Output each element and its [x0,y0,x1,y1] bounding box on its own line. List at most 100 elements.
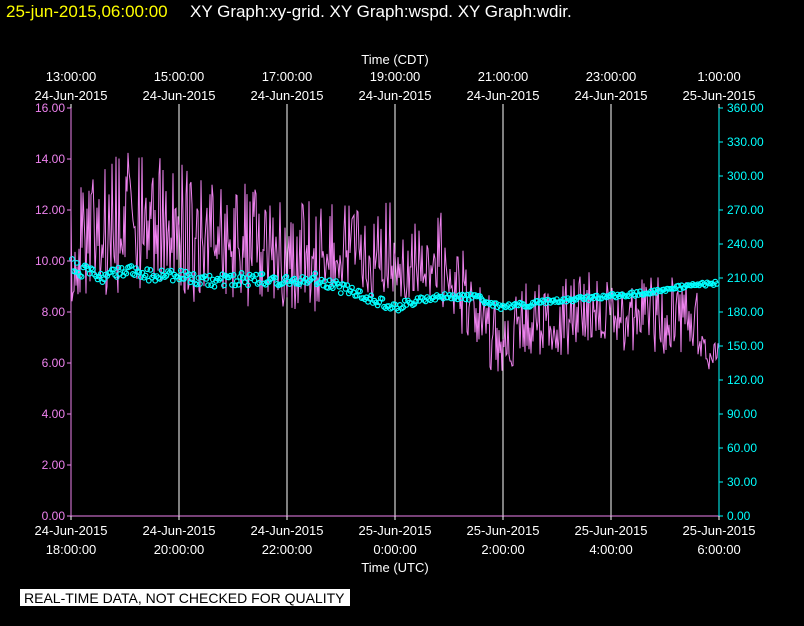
wind-direction-point [78,273,85,280]
wind-direction-point [379,295,386,302]
wind-direction-point [344,282,351,289]
wind-direction-point [318,276,325,283]
right-tick-label: 90.00 [727,407,757,421]
left-tick-label: 10.00 [35,254,65,268]
wind-direction-point [357,288,363,295]
wind-direction-point [69,256,75,262]
right-tick-label: 180.00 [727,305,764,319]
wind-direction-point [464,291,471,298]
wind-direction-point [113,274,120,280]
tick-labels: 0.00 2.00 4.00 6.00 8.00 10.00 12.00 14.00 16.00… [35,69,765,557]
wind-direction-point [312,270,319,277]
top-tick-date: 24-Jun-2015 [575,88,648,103]
bottom-tick-date: 25-Jun-2015 [359,523,432,538]
wind-direction-point [280,280,287,287]
left-tick-label: 12.00 [35,203,65,217]
bottom-tick-date: 24-Jun-2015 [35,523,108,538]
wind-speed-line [70,152,720,372]
left-tick-label: 0.00 [42,509,66,523]
wind-direction-point [646,290,653,297]
wind-direction-point [99,279,106,286]
wind-direction-point [115,264,122,271]
wind-direction-point [72,268,79,275]
wind-direction-point [291,275,298,282]
wind-speed-series [70,152,720,372]
wind-direction-point [613,294,619,301]
wind-direction-point [157,276,163,282]
right-tick-label: 360.00 [727,101,764,115]
wind-direction-point [272,274,279,281]
right-axis-title: Wind Direction (degrees) [786,229,801,395]
wind-direction-point [205,282,211,289]
wind-direction-point [131,272,138,279]
wind-direction-point [168,267,175,274]
wind-direction-point [123,270,130,277]
wind-direction-point [203,276,210,282]
right-tick-label: 150.00 [727,339,764,353]
bottom-tick-date: 25-Jun-2015 [683,523,756,538]
wind-direction-point [139,269,146,276]
wind-direction-point [73,260,80,266]
wind-direction-point [211,283,218,290]
wind-direction-point [235,281,242,288]
bottom-tick-time: 6:00:00 [697,542,740,557]
wind-direction-point [579,294,586,301]
wind-direction-point [230,271,237,278]
wind-direction-point [174,273,181,280]
wind-direction-point [229,282,235,288]
right-tick-label: 240.00 [727,237,764,251]
left-tick-label: 6.00 [42,356,66,370]
top-tick-time: 23:00:00 [586,69,637,84]
wind-direction-point [158,267,165,274]
bottom-tick-date: 25-Jun-2015 [575,523,648,538]
wind-direction-point [221,282,227,289]
top-tick-time: 17:00:00 [262,69,313,84]
top-tick-time: 21:00:00 [478,69,529,84]
wind-direction-point [374,302,381,309]
wind-direction-point [150,272,157,279]
top-tick-date: 24-Jun-2015 [35,88,108,103]
wind-direction-point [133,265,139,272]
bottom-tick-time: 22:00:00 [262,542,313,557]
bottom-axis-title: Time (UTC) [361,560,428,575]
right-tick-label: 120.00 [727,373,764,387]
wind-direction-point [373,299,379,306]
wind-direction-point [169,277,176,284]
wind-direction-point [181,276,187,282]
top-tick-date: 24-Jun-2015 [359,88,432,103]
wind-direction-point [93,273,99,280]
quality-warning-banner: REAL-TIME DATA, NOT CHECKED FOR QUALITY [20,589,351,606]
bottom-tick-time: 20:00:00 [154,542,205,557]
wind-direction-point [128,263,135,269]
top-tick-time: 1:00:00 [697,69,740,84]
header-graph-list: XY Graph:xy-grid. XY Graph:wspd. XY Grap… [190,2,572,21]
left-tick-label: 2.00 [42,458,66,472]
wind-direction-point [110,266,117,273]
top-axis-title: Time (CDT) [361,52,428,67]
left-tick-label: 16.00 [35,101,65,115]
top-tick-date: 24-Jun-2015 [467,88,540,103]
right-tick-label: 30.00 [727,475,757,489]
bottom-tick-time: 4:00:00 [589,542,632,557]
bottom-tick-date: 25-Jun-2015 [467,523,540,538]
top-tick-date: 24-Jun-2015 [143,88,216,103]
wind-direction-point [142,272,149,279]
axes [67,104,723,520]
right-tick-label: 0.00 [727,509,751,523]
wind-direction-point [144,266,151,273]
wind-direction-point [245,282,251,289]
bottom-tick-time: 2:00:00 [481,542,524,557]
wind-direction-point [89,266,96,273]
left-tick-label: 14.00 [35,152,65,166]
bottom-tick-time: 0:00:00 [373,542,416,557]
wind-direction-point [145,277,152,284]
top-tick-date: 24-Jun-2015 [251,88,324,103]
header-datetime: 25-jun-2015,06:00:00 [6,2,168,21]
top-tick-time: 19:00:00 [370,69,421,84]
wind-direction-series [69,256,720,314]
right-tick-label: 60.00 [727,441,757,455]
wind-direction-point [190,271,197,277]
right-tick-label: 270.00 [727,203,764,217]
wind-direction-point [368,292,375,299]
